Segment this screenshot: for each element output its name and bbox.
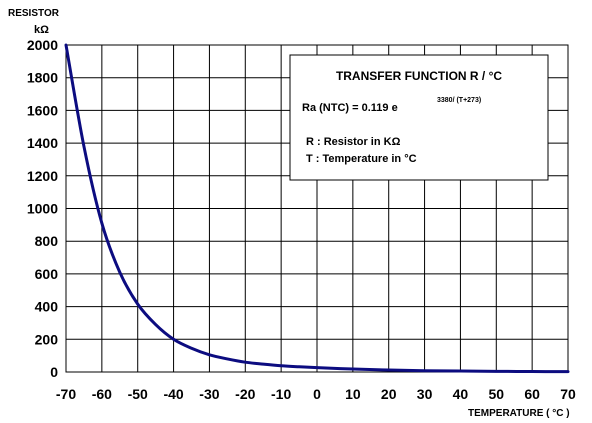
x-tick-label: -70 [56, 386, 76, 402]
x-tick-label: 70 [560, 386, 576, 402]
x-tick-label: -30 [199, 386, 219, 402]
plot-frame [65, 44, 569, 373]
y-tick-label: 1000 [27, 201, 58, 217]
transfer-function-box: TRANSFER FUNCTION R / °C Ra (NTC) = 0.11… [289, 54, 549, 181]
y-tick-label: 400 [35, 299, 59, 315]
resistance-curve [64, 43, 570, 374]
y-tick-label: 1600 [27, 102, 58, 118]
y-tick-label: 600 [35, 266, 59, 282]
x-tick-label: 40 [453, 386, 469, 402]
x-tick-label: 0 [313, 386, 321, 402]
x-tick-label: -50 [128, 386, 148, 402]
x-tick-label: -20 [235, 386, 255, 402]
formula-prefix: Ra (NTC) = 0.119 e [302, 102, 398, 114]
y-tick-label: 1400 [27, 135, 58, 151]
y-axis-unit: kΩ [34, 24, 49, 36]
legend-temperature: T : Temperature in °C [306, 153, 417, 165]
y-tick-label: 1200 [27, 168, 58, 184]
y-tick-label: 200 [35, 331, 59, 347]
legend-resistor: R : Resistor in KΩ [306, 136, 401, 148]
x-tick-label: 20 [381, 386, 397, 402]
y-tick-label: 2000 [27, 37, 58, 53]
x-tick-label: -40 [163, 386, 183, 402]
y-tick-labels: 0 200 400 600 800 1000 1200 1400 1600 1800 2000 [27, 37, 58, 380]
x-tick-label: 30 [417, 386, 433, 402]
x-tick-label: -10 [271, 386, 291, 402]
y-tick-label: 0 [50, 364, 58, 380]
annotation-title: TRANSFER FUNCTION R / °C [336, 69, 502, 83]
x-tick-label: 10 [345, 386, 361, 402]
x-tick-label: 50 [488, 386, 504, 402]
y-tick-label: 800 [35, 233, 59, 249]
y-axis-label: RESISTOR [8, 8, 60, 19]
annotation-box-frame [289, 54, 549, 181]
formula-exponent: 3380/ (T+273) [437, 97, 481, 104]
x-axis-label: TEMPERATURE ( °C ) [468, 408, 570, 419]
x-tick-labels: -70 -60 -50 -40 -30 -20 -10 0 10 20 30 40 50 60 70 [56, 386, 576, 402]
y-tick-label: 1800 [27, 70, 58, 86]
x-tick-label: 60 [524, 386, 540, 402]
x-tick-label: -60 [92, 386, 112, 402]
